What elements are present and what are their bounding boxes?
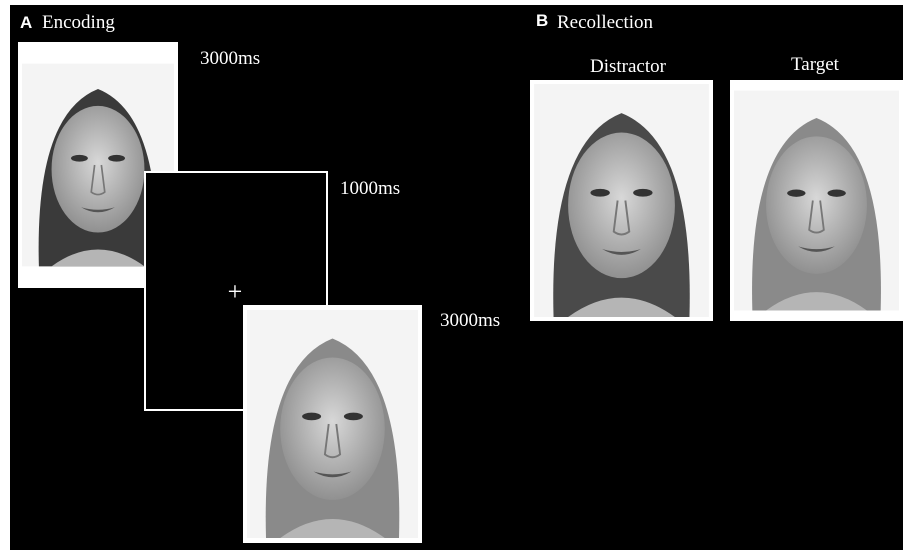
panel-title: Recollection [557,12,654,33]
condition-label: Target [791,54,840,75]
fixation-cross: + [228,277,243,306]
panel-title: Encoding [42,12,115,33]
timing: 3000ms [440,310,500,331]
panel-letter: A [20,13,32,32]
face-photo [534,84,709,317]
face-photo [734,89,899,312]
face-photo [247,309,418,539]
condition-label: Distractor [590,56,667,77]
timing: 3000ms [200,48,260,69]
panel-letter: B [536,11,548,30]
timing: 1000ms [340,178,400,199]
